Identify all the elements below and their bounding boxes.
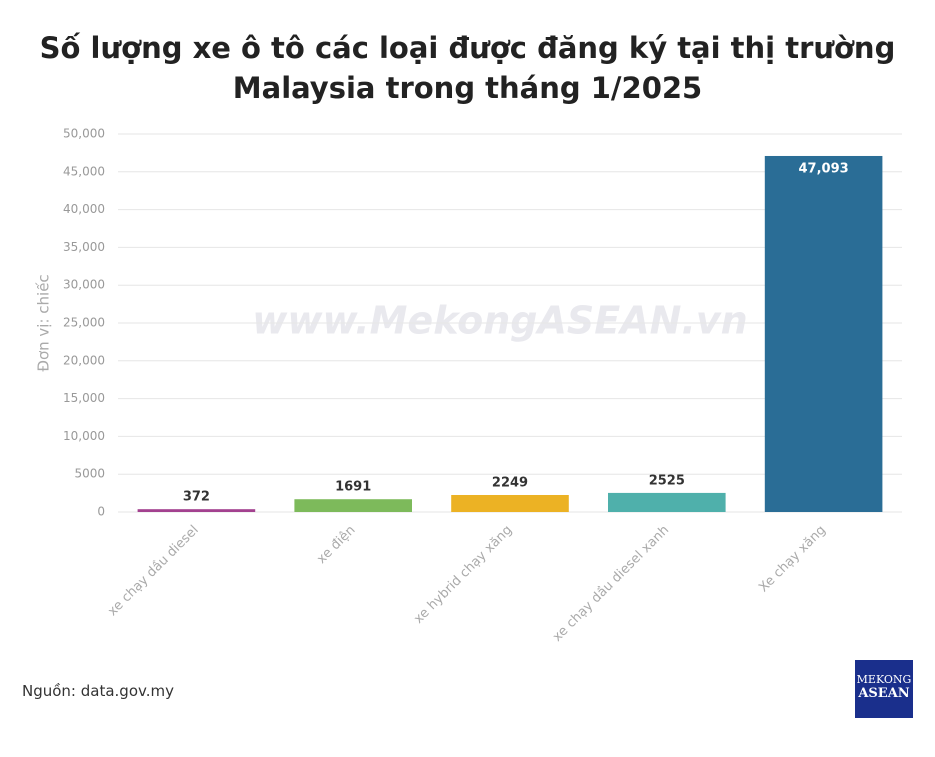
source: Nguồn: data.gov.my bbox=[22, 682, 174, 700]
watermark: www.MekongASEAN.vn bbox=[252, 299, 747, 343]
x-tick-label: xe hybrid chạy xăng bbox=[411, 523, 515, 627]
bar bbox=[764, 155, 883, 512]
x-tick-label: Xe chạy xăng bbox=[756, 523, 829, 596]
y-tick-label: 20,000 bbox=[63, 353, 105, 367]
bar bbox=[137, 509, 256, 512]
y-axis-label: Đơn vị: chiếc bbox=[35, 274, 53, 371]
chart-title: Số lượng xe ô tô các loại được đăng ký t… bbox=[39, 31, 896, 105]
y-tick-label: 45,000 bbox=[63, 164, 105, 178]
y-tick-label: 5000 bbox=[74, 467, 105, 481]
value-label: 1691 bbox=[335, 480, 371, 495]
logo-line: ASEAN bbox=[858, 686, 910, 701]
bar bbox=[451, 494, 569, 512]
value-label: 47,093 bbox=[799, 161, 849, 176]
value-label: 372 bbox=[183, 490, 210, 505]
y-tick-label: 15,000 bbox=[63, 391, 105, 405]
logo: MEKONG ASEAN bbox=[855, 660, 913, 718]
y-tick-label: 0 bbox=[97, 505, 105, 519]
x-tick-label: xe chạy dầu diesel bbox=[105, 523, 201, 619]
y-tick-label: 35,000 bbox=[63, 240, 105, 254]
x-tick-label: xe chạy dầu diesel xanh bbox=[550, 523, 672, 645]
y-tick-label: 50,000 bbox=[63, 127, 105, 141]
bar bbox=[608, 492, 726, 512]
value-label: 2525 bbox=[649, 473, 685, 488]
y-tick-label: 30,000 bbox=[63, 278, 105, 292]
x-tick-label: xe điện bbox=[314, 523, 358, 567]
y-tick-label: 25,000 bbox=[63, 316, 105, 330]
bar bbox=[294, 499, 412, 512]
y-tick-label: 40,000 bbox=[63, 202, 105, 216]
y-tick-label: 10,000 bbox=[63, 429, 105, 443]
logo-line: MEKONG bbox=[856, 673, 912, 686]
value-label: 2249 bbox=[492, 475, 528, 490]
